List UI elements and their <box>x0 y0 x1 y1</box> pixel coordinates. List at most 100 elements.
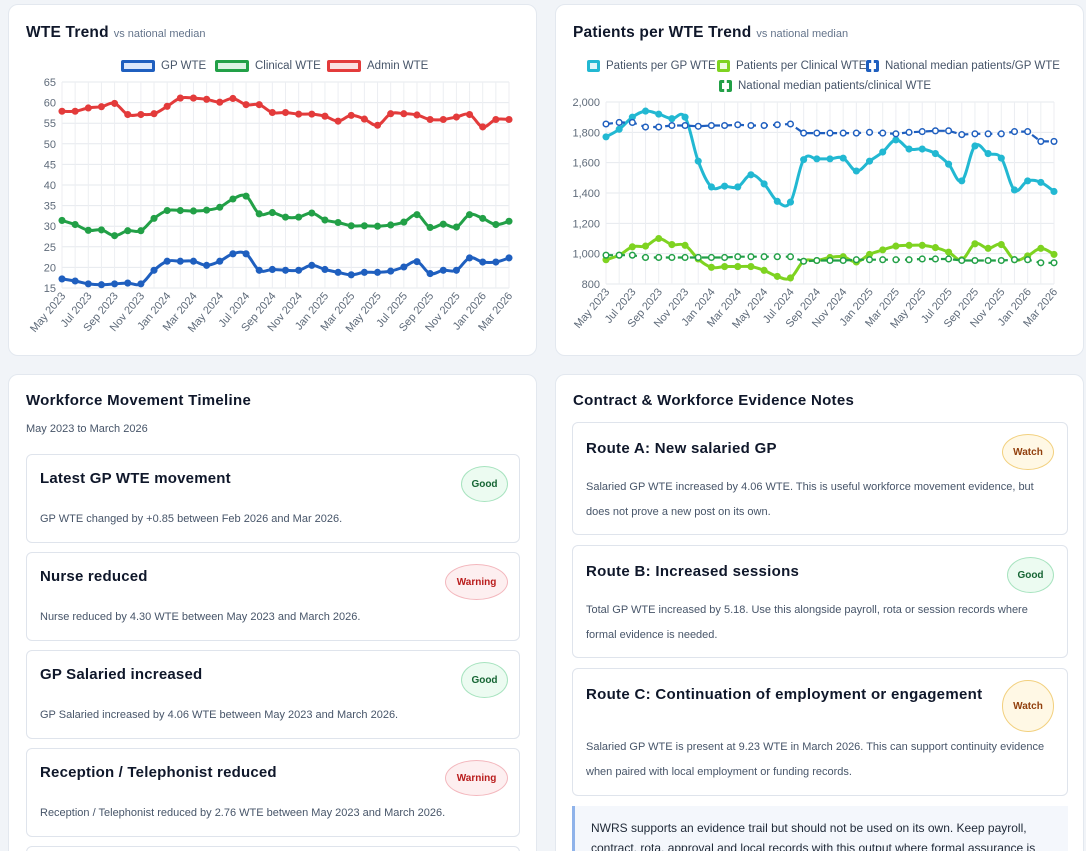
data-point <box>111 99 119 107</box>
data-point <box>931 150 939 158</box>
data-point <box>255 210 263 218</box>
data-point <box>466 211 474 219</box>
data-point <box>971 142 979 150</box>
data-point <box>255 101 263 109</box>
x-tick-label: May 2023 <box>572 286 612 331</box>
note-card[interactable]: Route C: Continuation of employment or e… <box>572 668 1068 796</box>
data-point <box>892 130 900 138</box>
wte-trend-title: WTE Trend vs national median <box>26 24 206 41</box>
data-point <box>1050 250 1058 258</box>
y-tick-label: 1,600 <box>572 158 600 170</box>
data-point <box>492 258 500 266</box>
data-point <box>295 266 303 274</box>
legend-item-admin-wte[interactable]: Admin WTE <box>327 60 428 72</box>
legend-item-clinical-wte[interactable]: Clinical WTE <box>215 60 321 72</box>
data-point <box>387 221 395 229</box>
data-point <box>97 281 105 289</box>
data-point <box>176 257 184 265</box>
data-point <box>124 110 132 119</box>
data-point <box>387 110 395 118</box>
data-point <box>137 110 145 119</box>
data-point <box>229 195 237 203</box>
note-card[interactable]: Route B: Increased sessions Good Total G… <box>572 545 1068 658</box>
data-point <box>426 223 434 231</box>
data-point <box>786 274 795 282</box>
data-point <box>452 266 460 274</box>
data-point <box>439 115 447 124</box>
data-point <box>997 241 1005 249</box>
data-point <box>229 250 237 258</box>
data-point <box>308 110 316 118</box>
data-point <box>176 206 184 215</box>
data-point <box>1037 178 1045 186</box>
data-point <box>628 243 636 251</box>
data-point <box>747 253 755 261</box>
data-point <box>931 127 939 135</box>
data-point <box>945 127 953 135</box>
data-point <box>773 253 781 261</box>
data-point <box>892 242 900 250</box>
data-point <box>505 217 513 225</box>
data-point <box>971 130 979 138</box>
data-point <box>400 110 408 118</box>
timeline-card[interactable]: Latest GP WTE movement Good GP WTE chang… <box>26 454 520 543</box>
data-point <box>216 98 224 106</box>
patients-trend-subtitle: vs national median <box>756 28 849 40</box>
timeline-card[interactable]: GP Salaried increased Good GP Salaried i… <box>26 650 520 739</box>
data-point <box>839 256 847 265</box>
y-tick-label: 25 <box>44 242 56 254</box>
patients-per-wte-chart: 800 1,000 1,200 1,400 1,600 1,800 2,000 May 202… <box>572 97 1060 331</box>
data-point <box>347 111 355 119</box>
data-point <box>707 253 715 262</box>
data-point <box>308 261 316 269</box>
data-point <box>773 197 781 205</box>
data-point <box>615 118 623 127</box>
data-point <box>879 246 887 254</box>
legend-item-national-median-clinical[interactable]: National median patients/clinical WTE <box>719 80 931 92</box>
data-point <box>668 121 676 130</box>
data-point <box>918 255 926 263</box>
data-point <box>694 122 702 130</box>
y-tick-label: 40 <box>44 180 56 192</box>
data-point <box>918 145 926 153</box>
data-point <box>826 256 834 265</box>
timeline-card[interactable]: Nurse reduced Warning Nurse reduced by 4… <box>26 552 520 641</box>
legend-item-patients-per-clinical-wte[interactable]: Patients per Clinical WTE <box>717 60 866 72</box>
data-point <box>813 155 821 163</box>
data-point <box>747 263 755 271</box>
legend-item-patients-per-gp-wte[interactable]: Patients per GP WTE <box>587 60 716 72</box>
timeline-card[interactable]: Reception / Telephonist reduced Warning … <box>26 748 520 837</box>
data-point <box>439 220 447 228</box>
data-point <box>334 218 342 227</box>
legend-label: GP WTE <box>161 60 207 72</box>
note-card-text: Salaried GP WTE increased by 4.06 WTE. T… <box>586 481 1034 518</box>
note-card-text: Total GP WTE increased by 5.18. Use this… <box>586 604 1028 641</box>
timeline-card-text: Reception / Telephonist reduced by 2.76 … <box>40 807 446 819</box>
data-point <box>268 108 276 117</box>
data-point <box>945 160 953 168</box>
note-card[interactable]: Route A: New salaried GP Watch Salaried … <box>572 422 1068 535</box>
legend-item-gp-wte[interactable]: GP WTE <box>121 60 206 72</box>
data-point <box>84 226 92 234</box>
timeline-card[interactable] <box>26 846 520 851</box>
y-tick-label: 1,400 <box>572 188 600 200</box>
data-point <box>958 131 966 139</box>
data-point <box>800 257 808 265</box>
data-point <box>918 128 926 136</box>
data-point <box>1037 137 1045 145</box>
data-point <box>694 253 702 262</box>
data-point <box>413 111 421 119</box>
data-point <box>58 107 66 115</box>
legend-item-national-median-gp[interactable]: National median patients/GP WTE <box>866 60 1060 72</box>
timeline-card-title: Reception / Telephonist reduced <box>40 764 277 781</box>
data-point <box>721 182 729 190</box>
data-point <box>641 242 650 250</box>
data-point <box>786 198 795 206</box>
data-point <box>707 121 715 130</box>
patients-trend-title: Patients per WTE Trend vs national median <box>573 24 849 41</box>
legend-swatch <box>717 60 730 72</box>
data-point <box>308 209 316 217</box>
y-tick-label: 15 <box>44 283 56 295</box>
data-point <box>111 232 119 240</box>
data-point <box>879 129 887 137</box>
